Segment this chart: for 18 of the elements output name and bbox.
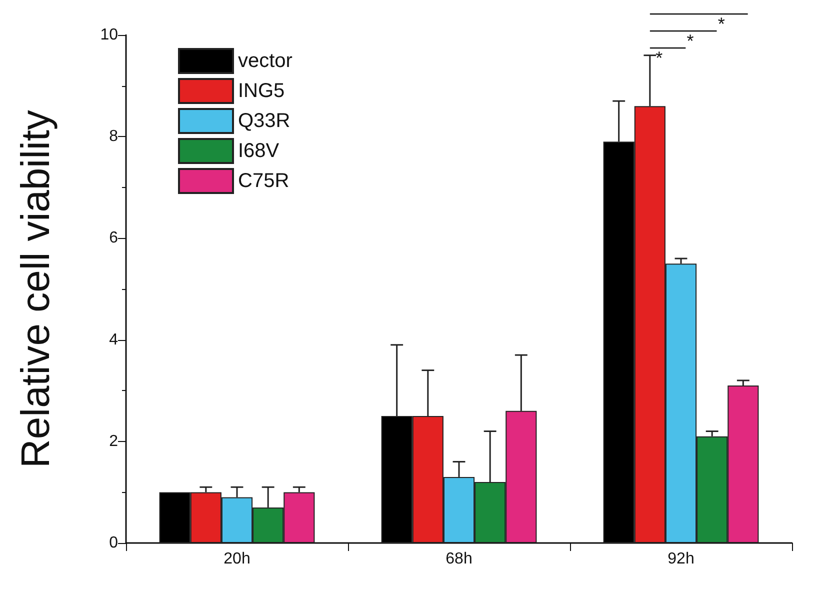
legend-label: C75R — [238, 170, 290, 192]
y-tick-label: 8 — [109, 128, 118, 146]
legend-label: Q33R — [238, 110, 290, 132]
y-tick-label: 0 — [109, 534, 118, 552]
text: * — [718, 14, 725, 34]
y-tick-label: 4 — [109, 331, 118, 348]
y-tick-label: 10 — [100, 26, 118, 44]
legend-label: I68V — [238, 140, 280, 162]
y-tick-label: 6 — [109, 230, 118, 247]
annotation: * — [686, 31, 694, 51]
y-axis-title: Relative cell viability — [14, 110, 58, 468]
legend-label: vector — [238, 50, 293, 72]
legend-label: ING5 — [238, 80, 285, 102]
x-tick-label: 20h — [224, 550, 250, 568]
x-tick-label: 92h — [668, 550, 694, 568]
annotation: * — [656, 48, 663, 68]
x-tick-label: 68h — [446, 550, 472, 568]
y-tick-label: 2 — [109, 432, 118, 450]
